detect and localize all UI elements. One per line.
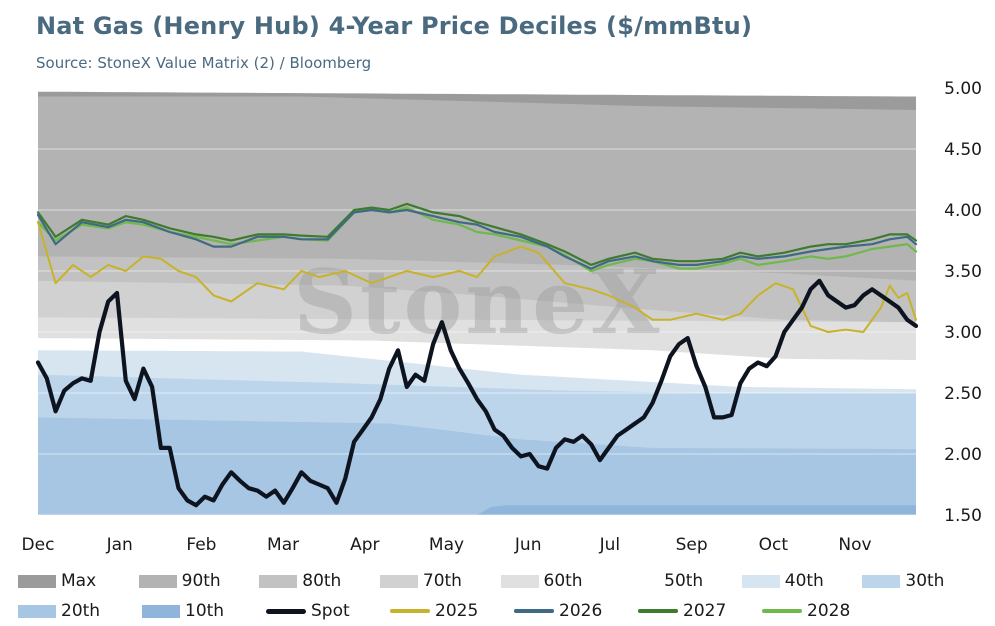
x-tick-may: May [429, 535, 464, 555]
y-axis-ticks: 1.50 2.00 2.50 3.00 3.50 4.00 4.50 5.00 [944, 79, 982, 526]
y-tick-label: 2.50 [944, 384, 982, 404]
legend-item-40th: 40th [741, 571, 863, 591]
price-series [35, 202, 919, 508]
x-axis-ticks: Dec Jan Feb Mar Apr May Jun Jul Sep Oct Nov [22, 535, 872, 555]
legend-label: 2027 [683, 601, 727, 621]
x-tick-jun: Jun [514, 535, 542, 555]
legend-label: 10th [185, 601, 225, 621]
gridlines [38, 87, 916, 516]
legend-item-30th: 30th [862, 571, 983, 591]
legend-label: 60th [543, 571, 583, 591]
legend-label: 70th [422, 571, 462, 591]
y-tick-label: 5.00 [944, 79, 982, 99]
legend-swatch [138, 574, 177, 588]
decile-bands [38, 91, 916, 515]
legend-item-20th: 20th [18, 601, 142, 621]
legend-label: 2028 [807, 601, 851, 621]
y-tick-label: 4.50 [944, 140, 982, 160]
legend-swatch [390, 609, 430, 613]
series-line-2026 [36, 208, 918, 270]
legend-label: Max [61, 571, 97, 591]
y-tick-label: 3.50 [944, 262, 982, 282]
legend-swatch [18, 574, 56, 588]
series-line-2027 [36, 202, 918, 266]
x-tick-oct: Oct [759, 535, 789, 555]
legend-item-60th: 60th [500, 571, 622, 591]
legend-item-2028: 2028 [762, 601, 886, 621]
legend-label: 80th [302, 571, 342, 591]
legend-label: 30th [905, 571, 945, 591]
legend-swatch [638, 609, 678, 613]
x-tick-sep: Sep [676, 535, 708, 555]
legend-swatch [621, 574, 660, 588]
legend-row-1: Max 90th 80th 70th 60th 50th 40th 30th [18, 566, 983, 596]
series-line-spot [35, 278, 919, 508]
legend-item-2027: 2027 [638, 601, 762, 621]
legend-item-max: Max [18, 571, 139, 591]
y-tick-label: 1.50 [944, 506, 982, 526]
legend-label: 2026 [559, 601, 603, 621]
x-tick-mar: Mar [267, 535, 299, 555]
y-tick-label: 2.00 [944, 445, 982, 465]
legend-swatch [500, 574, 539, 588]
legend-label: Spot [311, 601, 350, 621]
legend-item-2025: 2025 [390, 601, 514, 621]
legend-swatch [18, 604, 56, 618]
series-line-2025 [37, 221, 917, 333]
x-tick-jul: Jul [599, 535, 621, 555]
legend-swatch [762, 609, 802, 613]
legend-item-50th: 50th [621, 571, 742, 591]
legend-swatch [379, 574, 418, 588]
x-tick-apr: Apr [350, 535, 379, 555]
legend-swatch [862, 574, 901, 588]
band-10th [38, 505, 916, 515]
legend-swatch [259, 574, 298, 588]
series-line-2028 [36, 206, 918, 273]
legend-swatch [514, 609, 554, 613]
legend-item-70th: 70th [379, 571, 501, 591]
legend-label: 40th [784, 571, 824, 591]
chart-title: Nat Gas (Henry Hub) 4-Year Price Deciles… [36, 12, 753, 40]
x-tick-dec: Dec [22, 535, 55, 555]
y-tick-label: 4.00 [944, 201, 982, 221]
legend-item-2026: 2026 [514, 601, 638, 621]
legend-swatch [741, 574, 780, 588]
chart-legend: Max 90th 80th 70th 60th 50th 40th 30th 20th 10th… [18, 566, 983, 626]
legend-item-90th: 90th [138, 571, 260, 591]
chart-subtitle: Source: StoneX Value Matrix (2) / Bloomb… [36, 54, 372, 72]
legend-row-2: 20th 10th Spot 2025 2026 2027 2028 [18, 596, 983, 626]
legend-label: 2025 [435, 601, 479, 621]
legend-swatch [266, 608, 306, 614]
y-tick-label: 3.00 [944, 323, 982, 343]
legend-item-80th: 80th [259, 571, 380, 591]
legend-swatch [142, 604, 180, 618]
legend-item-10th: 10th [142, 601, 266, 621]
x-tick-nov: Nov [838, 535, 871, 555]
legend-label: 90th [181, 571, 221, 591]
legend-item-spot: Spot [266, 601, 390, 621]
legend-label: 20th [61, 601, 101, 621]
x-tick-jan: Jan [106, 535, 133, 555]
legend-label: 50th [664, 571, 704, 591]
x-tick-feb: Feb [186, 535, 216, 555]
